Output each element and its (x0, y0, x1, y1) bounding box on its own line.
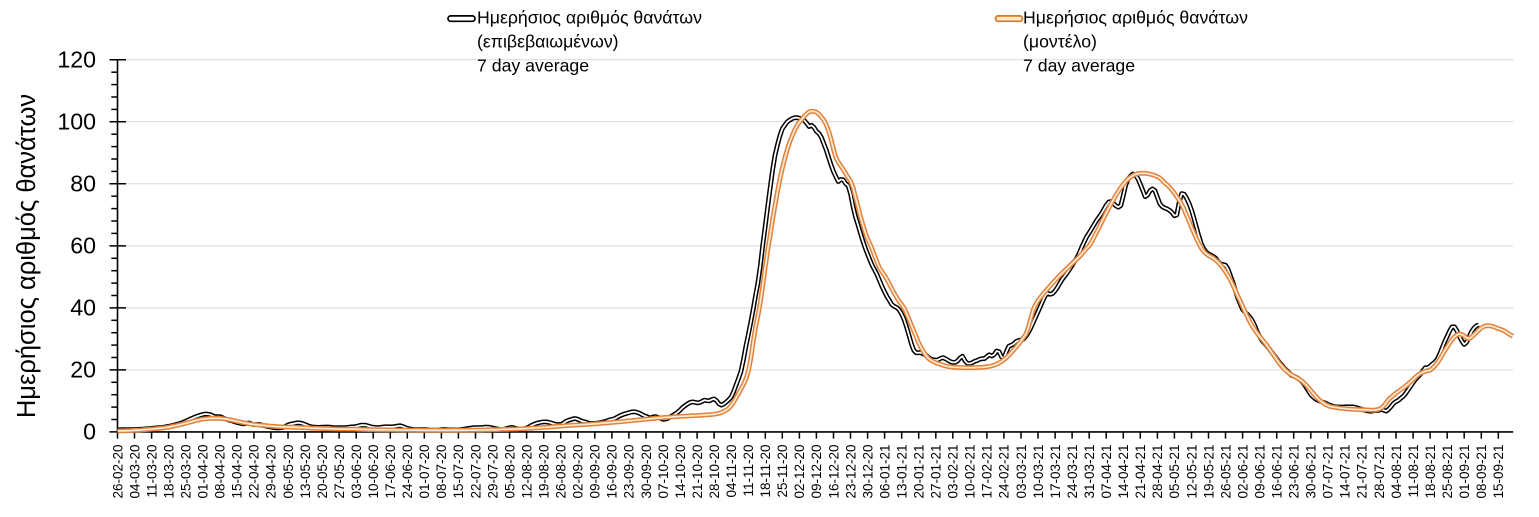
svg-text:05-08-20: 05-08-20 (502, 445, 517, 499)
svg-text:07-07-21: 07-07-21 (1321, 445, 1336, 499)
svg-text:12-08-20: 12-08-20 (519, 445, 534, 499)
svg-text:30-09-20: 30-09-20 (639, 445, 654, 499)
svg-text:11-08-21: 11-08-21 (1406, 445, 1421, 498)
svg-text:17-03-21: 17-03-21 (1048, 445, 1063, 499)
svg-text:11-03-20: 11-03-20 (144, 445, 159, 498)
svg-text:19-08-20: 19-08-20 (537, 445, 552, 499)
svg-text:(επιβεβαιωμένων): (επιβεβαιωμένων) (477, 32, 619, 52)
svg-text:18-03-20: 18-03-20 (161, 445, 176, 499)
svg-text:18-08-21: 18-08-21 (1423, 445, 1438, 499)
svg-text:03-06-20: 03-06-20 (349, 445, 364, 499)
svg-text:24-06-20: 24-06-20 (400, 445, 415, 499)
svg-text:14-10-20: 14-10-20 (673, 445, 688, 499)
svg-text:17-02-21: 17-02-21 (980, 445, 995, 499)
svg-text:03-03-21: 03-03-21 (1014, 445, 1029, 499)
svg-text:20-01-21: 20-01-21 (912, 445, 927, 499)
svg-text:10-02-21: 10-02-21 (963, 445, 978, 499)
svg-text:03-02-21: 03-02-21 (946, 445, 961, 499)
svg-text:05-05-21: 05-05-21 (1167, 445, 1182, 499)
svg-text:27-01-21: 27-01-21 (929, 445, 944, 499)
svg-text:22-04-20: 22-04-20 (247, 445, 262, 499)
svg-text:08-07-20: 08-07-20 (434, 445, 449, 499)
svg-text:29-07-20: 29-07-20 (485, 445, 500, 499)
svg-text:23-06-21: 23-06-21 (1287, 445, 1302, 499)
svg-text:60: 60 (70, 232, 96, 258)
svg-text:20-05-20: 20-05-20 (315, 445, 330, 499)
svg-text:120: 120 (57, 46, 96, 72)
svg-text:25-08-21: 25-08-21 (1440, 445, 1455, 499)
svg-text:08-09-21: 08-09-21 (1474, 445, 1489, 499)
svg-text:(μοντέλο): (μοντέλο) (1023, 32, 1097, 52)
svg-text:28-07-21: 28-07-21 (1372, 445, 1387, 499)
svg-text:11-11-20: 11-11-20 (741, 445, 756, 497)
svg-text:13-01-21: 13-01-21 (895, 445, 910, 499)
svg-text:15-07-20: 15-07-20 (451, 445, 466, 499)
svg-text:10-03-21: 10-03-21 (1031, 445, 1046, 499)
svg-text:01-09-21: 01-09-21 (1457, 445, 1472, 499)
svg-text:06-01-21: 06-01-21 (877, 445, 892, 499)
svg-text:08-04-20: 08-04-20 (213, 445, 228, 499)
svg-text:25-03-20: 25-03-20 (179, 445, 194, 499)
svg-text:04-03-20: 04-03-20 (127, 445, 142, 499)
svg-text:7 day average: 7 day average (477, 56, 589, 76)
svg-text:24-03-21: 24-03-21 (1065, 445, 1080, 499)
svg-text:24-02-21: 24-02-21 (997, 445, 1012, 499)
svg-text:02-06-21: 02-06-21 (1235, 445, 1250, 499)
svg-text:20: 20 (70, 356, 96, 382)
svg-text:25-11-20: 25-11-20 (775, 445, 790, 498)
svg-text:16-12-20: 16-12-20 (826, 445, 841, 499)
svg-text:Ημερήσιος αριθμός θανάτων: Ημερήσιος αριθμός θανάτων (1023, 8, 1248, 28)
svg-text:100: 100 (57, 108, 96, 134)
svg-text:29-04-20: 29-04-20 (264, 445, 279, 499)
svg-text:26-02-20: 26-02-20 (110, 445, 125, 499)
svg-text:17-06-20: 17-06-20 (383, 445, 398, 499)
svg-text:80: 80 (70, 170, 96, 196)
svg-text:01-04-20: 01-04-20 (196, 445, 211, 499)
svg-text:18-11-20: 18-11-20 (758, 445, 773, 498)
svg-text:14-07-21: 14-07-21 (1338, 445, 1353, 499)
svg-text:04-11-20: 04-11-20 (724, 445, 739, 498)
svg-text:30-12-20: 30-12-20 (860, 445, 875, 499)
svg-text:0: 0 (83, 418, 96, 444)
svg-text:02-09-20: 02-09-20 (571, 445, 586, 499)
svg-text:22-07-20: 22-07-20 (468, 445, 483, 499)
svg-text:26-08-20: 26-08-20 (554, 445, 569, 499)
svg-text:01-07-20: 01-07-20 (417, 445, 432, 499)
svg-text:15-09-21: 15-09-21 (1491, 445, 1506, 499)
svg-text:09-09-20: 09-09-20 (588, 445, 603, 499)
svg-text:16-06-21: 16-06-21 (1270, 445, 1285, 499)
svg-text:28-10-20: 28-10-20 (707, 445, 722, 499)
svg-text:26-05-21: 26-05-21 (1218, 445, 1233, 499)
svg-text:14-04-21: 14-04-21 (1116, 445, 1131, 499)
svg-text:02-12-20: 02-12-20 (792, 445, 807, 499)
svg-text:28-04-21: 28-04-21 (1150, 445, 1165, 499)
svg-text:16-09-20: 16-09-20 (605, 445, 620, 499)
svg-text:13-05-20: 13-05-20 (298, 445, 313, 499)
svg-text:12-05-21: 12-05-21 (1184, 445, 1199, 499)
svg-text:07-10-20: 07-10-20 (656, 445, 671, 499)
svg-text:19-05-21: 19-05-21 (1201, 445, 1216, 499)
svg-text:04-08-21: 04-08-21 (1389, 445, 1404, 499)
svg-text:15-04-20: 15-04-20 (230, 445, 245, 499)
svg-text:7 day average: 7 day average (1023, 56, 1135, 76)
svg-text:06-05-20: 06-05-20 (281, 445, 296, 499)
svg-text:Ημερήσιος αριθμός θανάτων: Ημερήσιος αριθμός θανάτων (477, 8, 702, 28)
svg-text:23-09-20: 23-09-20 (622, 445, 637, 499)
svg-text:07-04-21: 07-04-21 (1099, 445, 1114, 499)
svg-text:31-03-21: 31-03-21 (1082, 445, 1097, 499)
svg-text:21-07-21: 21-07-21 (1355, 445, 1370, 499)
svg-text:23-12-20: 23-12-20 (843, 445, 858, 499)
svg-text:30-06-21: 30-06-21 (1304, 445, 1319, 499)
svg-text:Ημερήσιος αριθμός θανάτων: Ημερήσιος αριθμός θανάτων (13, 94, 41, 418)
svg-text:10-06-20: 10-06-20 (366, 445, 381, 499)
svg-text:09-06-21: 09-06-21 (1252, 445, 1267, 499)
svg-text:40: 40 (70, 294, 96, 320)
svg-text:09-12-20: 09-12-20 (809, 445, 824, 499)
svg-text:27-05-20: 27-05-20 (332, 445, 347, 499)
svg-text:21-04-21: 21-04-21 (1133, 445, 1148, 499)
svg-text:21-10-20: 21-10-20 (690, 445, 705, 499)
